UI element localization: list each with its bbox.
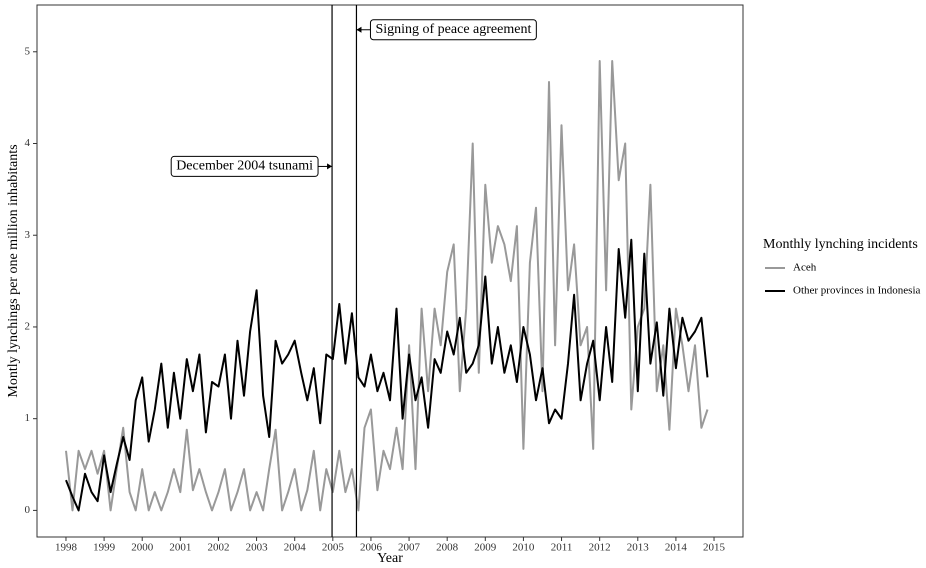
y-axis-label: Montly lynchings per one million inhabit… xyxy=(6,144,21,397)
x-axis-label: Year xyxy=(377,551,403,566)
x-tick-label: 1998 xyxy=(55,542,78,554)
legend-label: Other provinces in Indonesia xyxy=(793,285,920,297)
x-tick-label: 2002 xyxy=(207,542,229,554)
x-tick-label: 2015 xyxy=(703,542,726,554)
y-tick-label: 0 xyxy=(25,504,31,516)
x-tick-label: 2006 xyxy=(360,542,383,554)
y-tick-label: 3 xyxy=(25,229,31,241)
series-line xyxy=(65,238,709,512)
y-tick-label: 2 xyxy=(25,320,31,332)
y-tick-label: 4 xyxy=(25,137,31,149)
arrow-head xyxy=(327,163,333,170)
x-tick-label: 2000 xyxy=(131,542,154,554)
x-tick-label: 2014 xyxy=(665,542,688,554)
x-tick-label: 2007 xyxy=(398,542,421,554)
x-tick-label: 2012 xyxy=(589,542,611,554)
x-tick-label: 2009 xyxy=(474,542,497,554)
x-tick-label: 2013 xyxy=(627,542,650,554)
y-tick-label: 1 xyxy=(25,412,31,424)
x-tick-label: 2005 xyxy=(322,542,345,554)
x-tick-label: 2003 xyxy=(246,542,269,554)
legend-label: Aceh xyxy=(793,262,817,274)
x-tick-label: 2010 xyxy=(512,542,535,554)
x-tick-label: 1999 xyxy=(93,542,116,554)
x-tick-label: 2004 xyxy=(284,542,307,554)
x-tick-label: 2011 xyxy=(551,542,573,554)
x-tick-label: 2008 xyxy=(436,542,459,554)
annotation-label: Signing of peace agreement xyxy=(375,22,531,37)
arrow-head xyxy=(356,26,362,33)
legend-title: Monthly lynching incidents xyxy=(763,237,918,252)
panel-border xyxy=(36,4,744,538)
y-tick-label: 5 xyxy=(25,45,31,57)
annotation-label: December 2004 tsunami xyxy=(176,159,313,174)
x-tick-label: 2001 xyxy=(169,542,191,554)
series-line xyxy=(65,60,709,512)
